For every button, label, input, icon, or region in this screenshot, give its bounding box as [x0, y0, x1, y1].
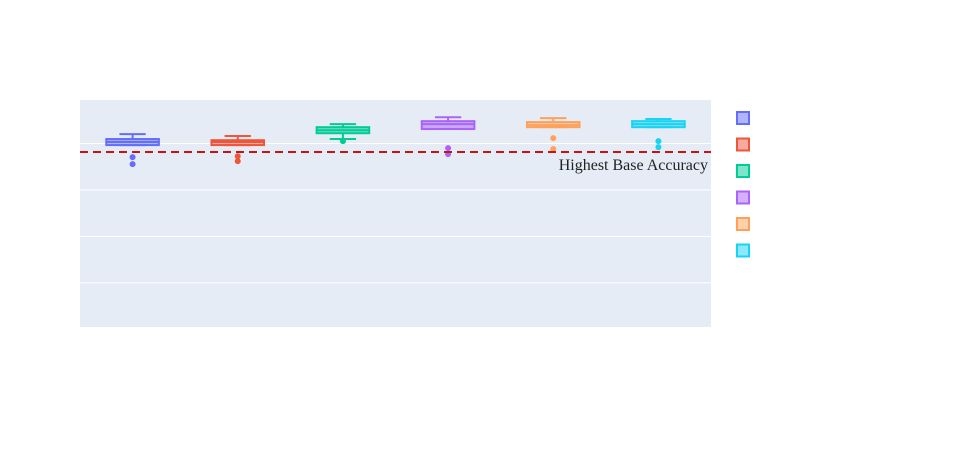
outlier [234, 153, 241, 160]
legend-swatch [736, 190, 750, 205]
outlier [339, 138, 346, 145]
annotation: Highest Base Accuracy [559, 157, 708, 174]
legend-swatch [736, 111, 750, 125]
outlier [234, 158, 241, 165]
legend-swatch [736, 243, 750, 258]
legend-swatch [736, 164, 750, 178]
legend-swatch [736, 217, 750, 231]
outlier [445, 145, 452, 152]
outlier [550, 146, 557, 153]
legend-swatch [736, 137, 750, 152]
outlier [129, 161, 136, 168]
plot-area [80, 100, 711, 327]
outlier [550, 135, 557, 142]
outlier [655, 138, 662, 145]
outlier [655, 144, 662, 151]
outlier [129, 154, 136, 161]
